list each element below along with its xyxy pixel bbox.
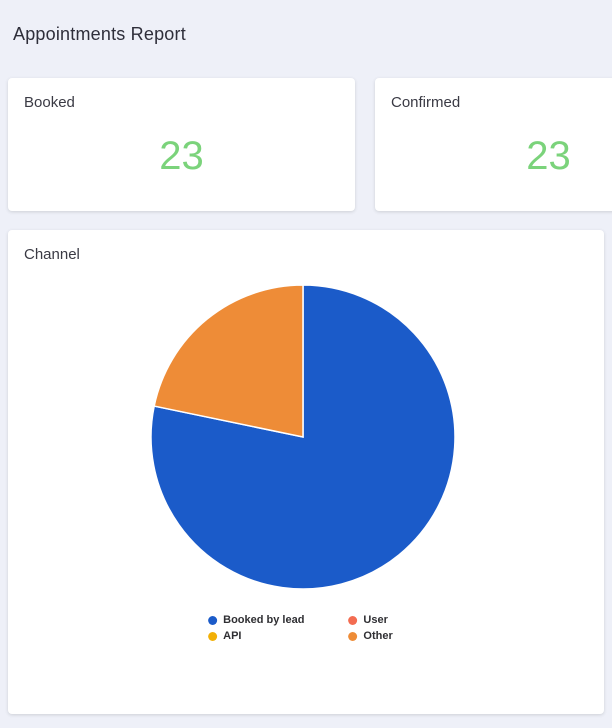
stat-card-label: Confirmed: [391, 94, 461, 111]
legend-item-user[interactable]: User: [348, 614, 392, 626]
channel-card: Channel Booked by lead API User Other: [8, 230, 604, 714]
stat-card-booked: Booked 23: [8, 78, 355, 211]
legend-dot-other: [348, 631, 358, 641]
legend-label-user: User: [363, 614, 388, 626]
legend-label-booked-by-lead: Booked by lead: [223, 614, 305, 626]
legend-dot-booked-by-lead: [208, 615, 218, 625]
legend-dot-api: [208, 631, 218, 641]
stat-card-confirmed: Confirmed 23: [375, 78, 612, 211]
pie-chart: [150, 284, 456, 590]
stat-card-value: 23: [526, 134, 571, 178]
page-title: Appointments Report: [13, 24, 186, 44]
pie-slice-booked-by-lead[interactable]: [150, 284, 456, 590]
stat-cards-row: Booked 23 Confirmed 23: [8, 78, 612, 211]
legend-label-other: Other: [363, 630, 393, 642]
legend-item-api[interactable]: API: [208, 630, 304, 642]
legend-item-other[interactable]: Other: [348, 630, 393, 642]
stat-card-label: Booked: [24, 94, 75, 111]
legend-item-booked-by-lead[interactable]: Booked by lead: [208, 614, 304, 626]
chart-legend: Booked by lead API User Other: [208, 614, 393, 642]
pie-chart-container: [143, 277, 463, 597]
stat-card-value: 23: [159, 134, 204, 178]
channel-card-title: Channel: [24, 246, 80, 263]
legend-dot-user: [348, 615, 358, 625]
pie-slice-other[interactable]: [153, 284, 304, 438]
legend-label-api: API: [223, 630, 242, 642]
